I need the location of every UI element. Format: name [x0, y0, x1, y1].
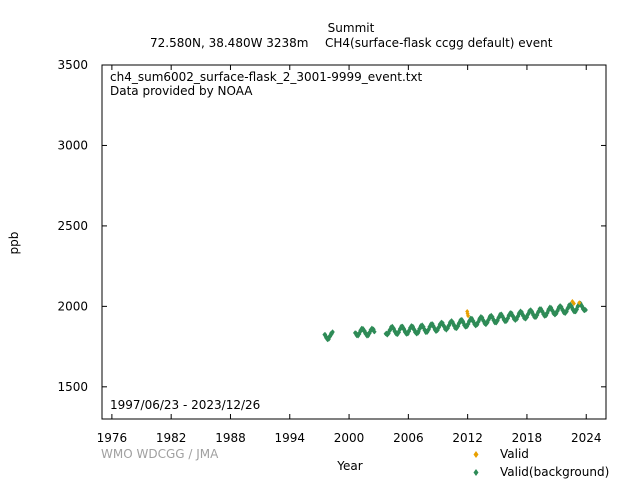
- data-points: [322, 299, 588, 343]
- legend-marker-valid-background: [473, 469, 479, 476]
- x-tick-label: 2018: [512, 431, 543, 445]
- y-tick-label: 3500: [57, 58, 88, 72]
- y-tick-label: 3000: [57, 138, 88, 152]
- x-tick-label: 2000: [334, 431, 365, 445]
- valid-point: [577, 300, 582, 306]
- background-point: [330, 329, 335, 335]
- x-tick-label: 2006: [393, 431, 424, 445]
- x-tick-label: 1976: [97, 431, 128, 445]
- background-point: [583, 307, 588, 313]
- legend-label-valid: Valid: [500, 447, 529, 461]
- legend-marker-valid: [473, 451, 479, 458]
- valid-point: [571, 301, 576, 306]
- chart-subtitle-location: 72.580N, 38.480W 3238m: [150, 36, 309, 50]
- x-tick-label: 1994: [274, 431, 305, 445]
- data-file-name: ch4_sum6002_surface-flask_2_3001-9999_ev…: [110, 70, 423, 84]
- x-axis-label: Year: [336, 459, 362, 473]
- x-tick-label: 2024: [571, 431, 602, 445]
- chart-legend: Valid Valid(background): [473, 447, 609, 479]
- y-axis-ticks: 1500 2000 2500 3000 3500: [57, 58, 606, 394]
- y-tick-label: 2000: [57, 299, 88, 313]
- y-tick-label: 2500: [57, 219, 88, 233]
- background-point: [372, 329, 377, 335]
- chart-subtitle-parameter: CH4(surface-flask ccgg default) event: [325, 36, 553, 50]
- chart-title: Summit: [328, 21, 375, 35]
- y-tick-label: 1500: [57, 380, 88, 394]
- valid-point: [466, 313, 471, 319]
- credit-text: WMO WDCGG / JMA: [101, 447, 219, 461]
- legend-label-valid-background: Valid(background): [500, 465, 609, 479]
- data-provider: Data provided by NOAA: [110, 84, 253, 98]
- y-axis-label: ppb: [7, 232, 21, 255]
- x-tick-label: 1988: [215, 431, 246, 445]
- x-tick-label: 1982: [156, 431, 187, 445]
- x-tick-label: 2012: [452, 431, 483, 445]
- date-range: 1997/06/23 - 2023/12/26: [110, 398, 260, 412]
- x-axis-ticks: 1976 1982 1988 1994 2000 2006 2012 2018 2024: [97, 65, 602, 445]
- plot-frame: [101, 64, 607, 420]
